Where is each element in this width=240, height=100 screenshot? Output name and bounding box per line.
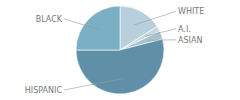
leader-line [147,39,176,41]
labels: WHITE A.I. ASIAN HISPANIC BLACK [25,7,204,95]
leader-line [145,29,176,36]
chart: WHITE A.I. ASIAN HISPANIC BLACK [0,0,240,100]
slice-label: A.I. [178,25,191,34]
slice-label: HISPANIC [25,86,63,95]
slice-label: ASIAN [178,36,202,45]
pie-slice [76,6,120,50]
leader-line [134,11,176,24]
slice-label: WHITE [178,7,204,16]
slice-label: BLACK [36,15,63,24]
leader-line [64,78,124,90]
leader-line [64,19,100,30]
